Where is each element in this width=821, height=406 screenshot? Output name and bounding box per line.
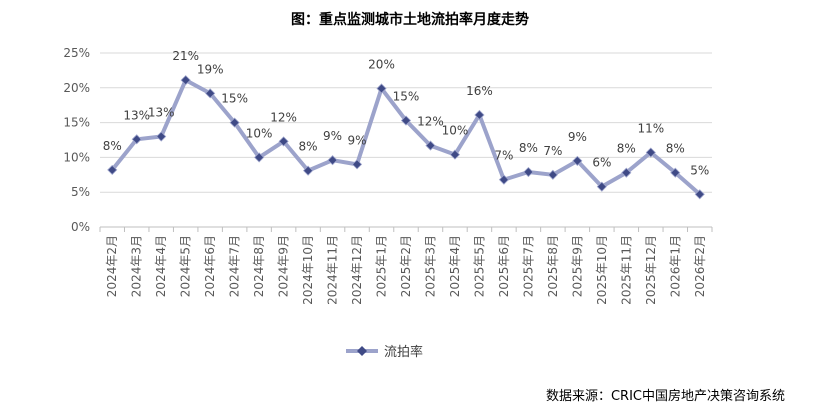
data-point [596,181,607,192]
data-label: 21% [172,49,199,63]
x-tick-label: 2024年10月 [301,235,315,305]
data-point [376,83,387,94]
data-point [303,165,314,176]
data-point [107,164,118,175]
data-point [449,149,461,160]
x-tick-label: 2025年5月 [472,235,486,297]
grid-layer [100,52,712,228]
x-tick-label: 2025年11月 [619,235,633,305]
data-point [254,152,265,163]
x-tick-label: 2025年2月 [399,235,413,297]
data-point [547,169,558,180]
x-tick-label: 2024年12月 [350,235,364,305]
x-tick-label: 2024年8月 [252,235,266,297]
data-labels: 8%13%13%21%19%15%10%12%8%9% 9%20%15%12%10… [103,49,710,177]
x-tick-label: 2024年5月 [179,235,193,297]
data-point [327,155,338,166]
legend-marker-swatch [357,346,367,356]
y-tick-label: 20% [63,81,90,95]
data-point [474,109,485,121]
y-tick-label: 5% [71,185,90,199]
data-label: 13% [148,106,175,120]
x-tick-label: 2026年2月 [693,235,707,297]
data-point [229,117,240,128]
x-tick-label: 2025年7月 [521,235,535,297]
x-tick-label: 2024年4月 [154,235,168,297]
data-label: 9% [323,129,342,143]
x-axis-ticks: 2024年2月 2024年3月 2024年4月 2024年5月 2024年6月 2024年… [99,227,713,305]
source-note: 数据来源：CRIC中国房地产决策咨询系统 [546,388,785,404]
x-tick-label: 2025年1月 [375,235,389,297]
data-label: 10% [442,124,469,138]
data-point [156,131,167,142]
data-point [425,140,436,151]
data-label: 8% [299,140,318,154]
data-label: 5% [690,163,709,177]
chart-title: 图：重点监测城市土地流拍率月度走势 [291,11,529,28]
data-point [400,115,412,126]
data-point [131,134,142,145]
data-point [278,136,289,147]
data-point [523,166,534,178]
legend: 流拍率 [346,344,423,360]
x-tick-label: 2025年3月 [423,235,437,297]
x-tick-label: 2026年1月 [668,235,682,297]
legend-label: 流拍率 [384,344,423,360]
data-point [498,174,509,185]
data-label: 19% [197,62,224,76]
data-label: 9% [348,133,367,147]
x-tick-label: 2025年10月 [595,235,609,305]
data-point [351,159,363,170]
data-label: 15% [393,90,420,104]
data-label: 12% [270,110,297,124]
data-label: 16% [466,84,493,98]
data-point [694,189,705,200]
data-label: 9% [568,130,587,144]
data-label: 7% [494,149,513,163]
data-label: 8% [103,139,122,153]
x-tick-label: 2025年4月 [448,235,462,297]
x-tick-label: 2024年11月 [326,235,340,305]
y-tick-label: 25% [63,46,90,60]
y-tick-label: 10% [63,150,90,164]
data-point [205,88,216,99]
x-tick-label: 2024年9月 [277,235,291,297]
y-tick-label: 15% [63,116,90,130]
data-label: 8% [519,141,538,155]
x-tick-label: 2025年8月 [546,235,560,297]
x-tick-label: 2025年9月 [570,235,584,297]
data-label: 10% [246,126,273,140]
data-point [180,75,191,86]
data-label: 7% [543,144,562,158]
data-label: 12% [417,115,444,129]
data-label: 20% [368,57,395,71]
data-point [645,147,656,158]
data-point [572,155,583,166]
y-axis-ticks: 0% 5% 10% 15% 20% 25% [63,46,90,234]
data-point [621,167,632,178]
data-label: 15% [221,92,248,106]
x-tick-label: 2025年12月 [644,235,658,305]
data-point [670,167,681,178]
data-label: 13% [123,108,150,122]
data-label: 8% [617,142,636,156]
data-label: 6% [592,156,611,170]
x-tick-label: 2025年6月 [497,235,511,297]
series-layer [107,75,705,200]
x-tick-label: 2024年3月 [130,235,144,297]
data-label: 8% [666,142,685,156]
data-label: 11% [637,122,664,136]
x-tick-label: 2024年7月 [228,235,242,297]
x-tick-label: 2024年2月 [105,235,119,297]
x-tick-label: 2024年6月 [203,235,217,297]
y-tick-label: 0% [71,220,90,234]
